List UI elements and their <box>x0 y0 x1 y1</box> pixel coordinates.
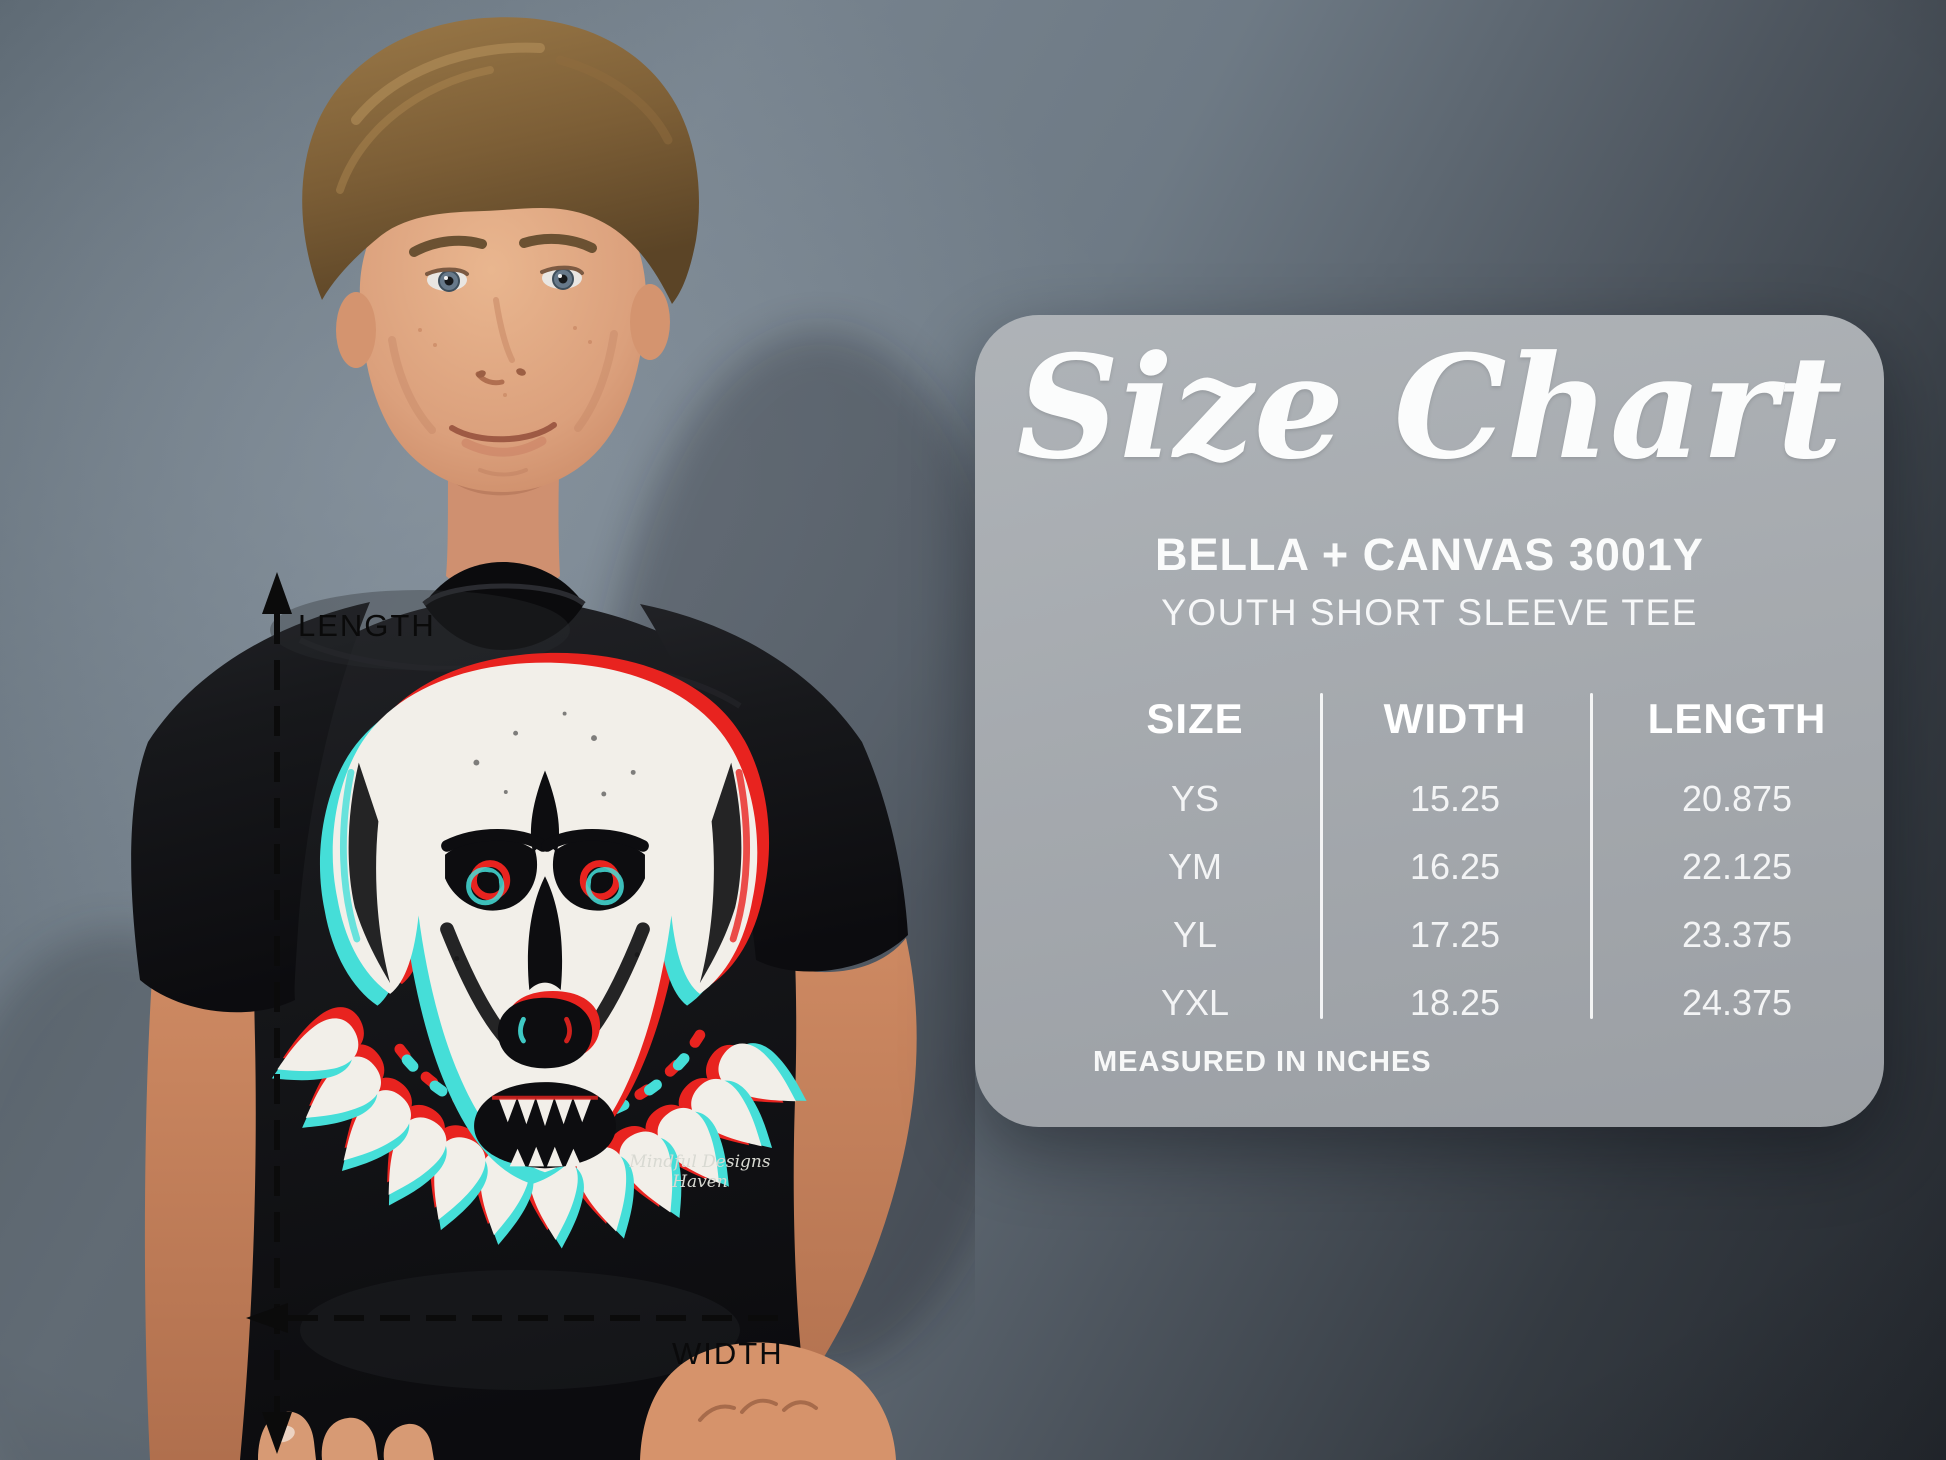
cell-size: YS <box>1170 778 1220 819</box>
cell-width: 17.25 <box>1409 914 1501 955</box>
shirt-brand-line2: Haven <box>672 1172 728 1192</box>
width-arrow <box>246 1303 790 1333</box>
cell-width: 18.25 <box>1409 982 1501 1023</box>
table-row: YXL 18.25 24.375 <box>975 969 1884 1037</box>
dog-graphic <box>261 652 820 1250</box>
cell-width: 16.25 <box>1409 846 1501 887</box>
boy-photo-illustration <box>0 17 975 1460</box>
table-row: YL 17.25 23.375 <box>975 901 1884 969</box>
cell-length: 22.125 <box>1681 846 1793 887</box>
table-row: YS 15.25 20.875 <box>975 765 1884 833</box>
table-row: YM 16.25 22.125 <box>975 833 1884 901</box>
header-size: SIZE <box>1146 695 1244 742</box>
table-header-row: SIZE WIDTH LENGTH <box>975 687 1884 751</box>
cell-length: 20.875 <box>1681 778 1793 819</box>
header-length: LENGTH <box>1647 695 1827 742</box>
product-name: BELLA + CANVAS 3001Y <box>1155 529 1704 580</box>
boy-freckles <box>418 326 592 397</box>
table-body: YS 15.25 20.875 YM 16.25 22.125 YL 17.25… <box>975 765 1884 1037</box>
boy-eyes <box>425 265 584 292</box>
boy-right-ear <box>630 284 670 360</box>
cell-size: YM <box>1168 846 1222 887</box>
boy-hair <box>302 17 699 304</box>
measurement-footnote: MEASURED IN INCHES <box>1093 1046 1432 1078</box>
cell-width: 15.25 <box>1409 778 1501 819</box>
boy-left-hand <box>640 1342 896 1460</box>
width-label: WIDTH <box>672 1336 784 1371</box>
header-width: WIDTH <box>1383 695 1527 742</box>
print-texture <box>454 711 640 962</box>
boy-mouth <box>449 422 557 477</box>
size-table: SIZE WIDTH LENGTH YS 15.25 20.875 YM 16.… <box>975 687 1884 1037</box>
panel-title: Size Chart <box>1016 325 1843 491</box>
dog-head <box>319 652 770 1184</box>
cell-size: YXL <box>1160 982 1230 1023</box>
cell-length: 24.375 <box>1681 982 1793 1023</box>
column-divider <box>1590 693 1593 1019</box>
boy-nose <box>475 297 526 386</box>
length-label: LENGTH <box>298 608 436 643</box>
cell-length: 23.375 <box>1681 914 1793 955</box>
product-type: YOUTH SHORT SLEEVE TEE <box>1161 592 1698 633</box>
cell-size: YL <box>1172 914 1218 955</box>
shirt-brand-print: Mindful Designs Haven <box>622 1152 778 1192</box>
boy-left-ear <box>336 292 376 368</box>
shirt-brand-line1: Mindful Designs <box>629 1152 771 1172</box>
dog-teeth <box>498 1098 592 1167</box>
boy-eyebrows <box>409 233 597 257</box>
column-divider <box>1320 693 1323 1019</box>
length-arrow <box>262 572 292 1454</box>
size-chart-panel: Size Chart BELLA + CANVAS 3001Y YOUTH SH… <box>975 315 1884 1127</box>
